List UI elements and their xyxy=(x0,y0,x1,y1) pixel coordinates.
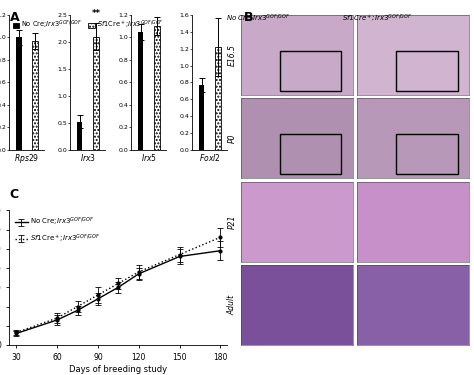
Y-axis label: E16.5: E16.5 xyxy=(228,44,237,66)
Bar xyxy=(396,51,458,91)
Bar xyxy=(280,51,341,91)
Text: $Sf1$Cre$^+$;$Irx3^{GOF/GOF}$: $Sf1$Cre$^+$;$Irx3^{GOF/GOF}$ xyxy=(342,13,412,24)
Bar xyxy=(77,122,82,150)
X-axis label: Days of breeding study: Days of breeding study xyxy=(69,365,167,374)
Y-axis label: P0: P0 xyxy=(228,134,237,143)
Text: B: B xyxy=(244,11,254,24)
Bar xyxy=(280,134,341,174)
Bar xyxy=(137,32,144,150)
Legend: No Cre;$Irx3^{GOF/GOF}$, $Sf1$Cre$^+$;$Irx3^{GOF/GOF}$: No Cre;$Irx3^{GOF/GOF}$, $Sf1$Cre$^+$;$I… xyxy=(13,19,163,32)
Text: **: ** xyxy=(91,9,100,18)
Bar xyxy=(32,41,38,150)
Bar xyxy=(215,47,221,150)
Y-axis label: P21: P21 xyxy=(228,214,237,229)
Bar xyxy=(396,134,458,174)
Y-axis label: Adult: Adult xyxy=(228,295,237,315)
Bar xyxy=(93,36,99,150)
Bar xyxy=(199,85,204,150)
Bar xyxy=(154,26,160,150)
Legend: No Cre;$Irx3^{GOF/GOF}$, $Sf1$Cre$^+$;$Irx3^{GOF/GOF}$: No Cre;$Irx3^{GOF/GOF}$, $Sf1$Cre$^+$;$I… xyxy=(13,214,103,247)
Bar xyxy=(16,38,21,150)
Text: No Cre;$Irx3^{GOF/GOF}$: No Cre;$Irx3^{GOF/GOF}$ xyxy=(226,13,291,24)
Text: C: C xyxy=(9,188,18,201)
Text: A: A xyxy=(9,11,19,24)
